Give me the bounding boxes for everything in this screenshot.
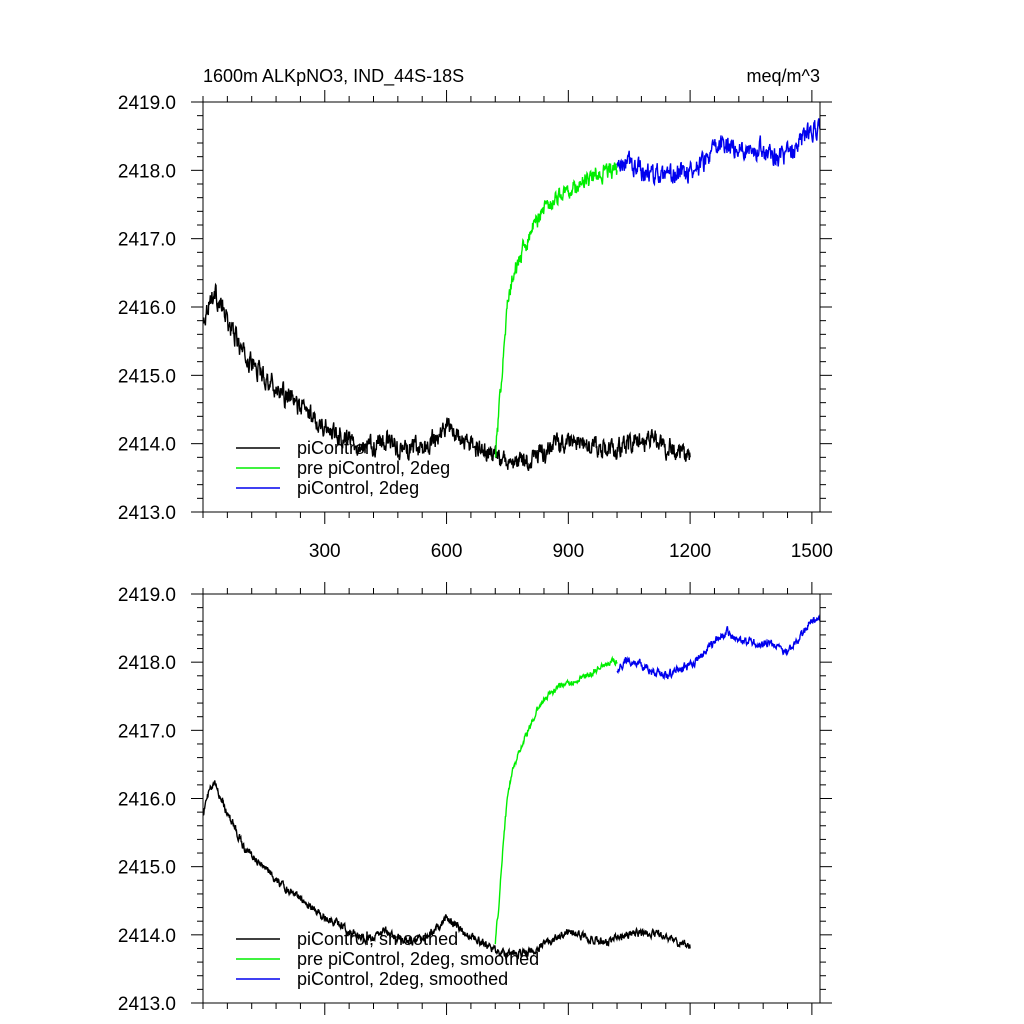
y-tick-label: 2417.0: [118, 721, 176, 742]
series-line: [494, 655, 618, 945]
legend-label: pre piControl, 2deg: [297, 458, 450, 478]
chart-panel-top: 1600m ALKpNO3, IND_44S-18S meq/m^3 2413.…: [118, 66, 833, 562]
y-tick-label: 2419.0: [118, 93, 176, 114]
series-line: [616, 614, 821, 681]
chart-panel-bottom: 2413.0 2414.0 2415.0 2416.0 2417.0 2418.0 2419…: [118, 582, 832, 1015]
legend-label: piControl: [297, 438, 369, 458]
y-tick-label: 2414.0: [118, 926, 176, 947]
legend-label: pre piControl, 2deg, smoothed: [297, 949, 539, 969]
plot-frame: [202, 593, 821, 1004]
y-tick-label: 2416.0: [118, 298, 176, 319]
y-tick-label: 2415.0: [118, 366, 176, 387]
x-tick-label: 600: [431, 541, 463, 562]
x-tick-label: 900: [552, 541, 584, 562]
y-tick-label: 2417.0: [118, 230, 176, 251]
x-tick-label: 1500: [791, 541, 833, 562]
plot-frame: [202, 101, 821, 513]
y-tick-label: 2418.0: [118, 161, 176, 182]
series-line: [616, 118, 821, 187]
y-tick-label: 2418.0: [118, 653, 176, 674]
legend-label: piControl, 2deg, smoothed: [297, 969, 508, 989]
legend-label: piControl, smoothed: [297, 929, 458, 949]
x-tick-label: 1200: [669, 541, 711, 562]
y-tick-label: 2413.0: [118, 994, 176, 1015]
series-line: [494, 162, 618, 458]
y-tick-label: 2416.0: [118, 790, 176, 811]
x-tick-label: 300: [309, 541, 341, 562]
y-tick-label: 2415.0: [118, 858, 176, 879]
y-tick-label: 2414.0: [118, 435, 176, 456]
y-tick-label: 2413.0: [118, 503, 176, 524]
y-tick-label: 2419.0: [118, 585, 176, 606]
series-line: [202, 282, 691, 471]
series-line: [202, 780, 691, 961]
chart-units: meq/m^3: [747, 66, 820, 86]
legend-label: piControl, 2deg: [297, 478, 419, 498]
chart-title: 1600m ALKpNO3, IND_44S-18S: [203, 66, 464, 87]
